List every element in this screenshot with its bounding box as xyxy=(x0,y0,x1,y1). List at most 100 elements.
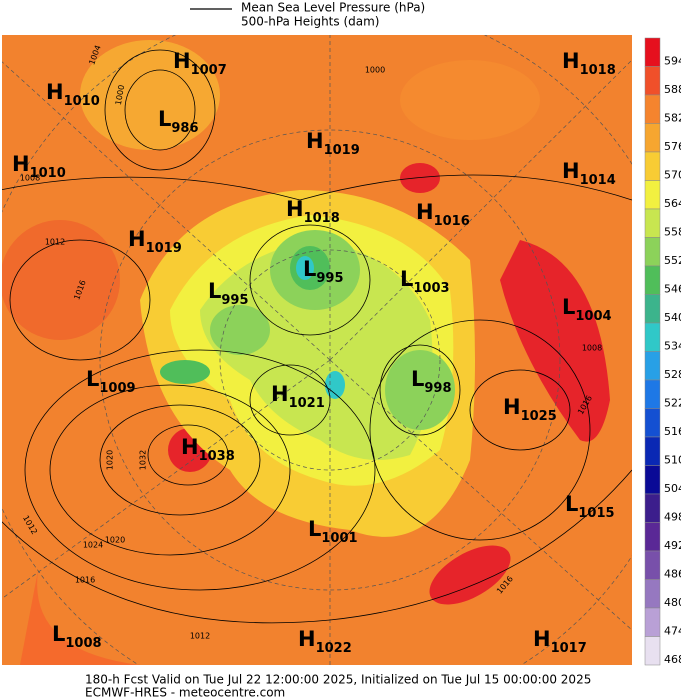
center-letter: H xyxy=(306,129,324,153)
contour-label: 1016 xyxy=(75,576,95,585)
center-letter: H xyxy=(173,49,191,73)
center-letter: H xyxy=(503,395,521,419)
pressure-center: H1025 xyxy=(503,395,557,424)
contour-label: 1032 xyxy=(139,450,148,470)
center-value: 1007 xyxy=(191,63,227,78)
center-letter: L xyxy=(208,279,221,303)
pressure-center: H1021 xyxy=(271,382,325,411)
center-value: 1015 xyxy=(578,506,614,521)
colorbar-swatch xyxy=(644,522,661,552)
pressure-center: H1018 xyxy=(562,49,616,78)
pressure-center: L1003 xyxy=(400,267,450,296)
contour-label: 1000 xyxy=(365,66,385,75)
pressure-center: L1015 xyxy=(565,492,615,521)
pressure-center: H1014 xyxy=(562,159,616,188)
contour-label: 1012 xyxy=(190,632,210,641)
center-value: 1018 xyxy=(580,63,616,78)
center-letter: H xyxy=(562,49,580,73)
legend-text: Mean Sea Level Pressure (hPa) xyxy=(241,1,425,15)
center-letter: H xyxy=(181,435,199,459)
colorbar-label: 588 xyxy=(664,83,681,96)
colorbar-swatch xyxy=(644,379,661,409)
colorbar-swatch xyxy=(644,408,661,438)
colorbar-swatch xyxy=(644,607,661,637)
pressure-center: L1009 xyxy=(86,367,136,396)
colorbar-swatch xyxy=(644,294,661,324)
pressure-center: H1007 xyxy=(173,49,227,78)
colorbar: 594 588 582 576 570 564 558 552 546 540 534 528 522 5… xyxy=(644,37,681,666)
center-value: 1018 xyxy=(304,211,340,226)
center-letter: H xyxy=(416,200,434,224)
pressure-center: L1008 xyxy=(52,622,102,651)
center-letter: L xyxy=(158,107,171,131)
contour-label: 1020 xyxy=(106,450,115,470)
colorbar-swatch xyxy=(644,66,661,96)
pressure-center: H1016 xyxy=(416,200,470,229)
center-value: 1008 xyxy=(65,636,101,651)
center-value: 1010 xyxy=(64,94,100,109)
center-value: 1014 xyxy=(580,173,616,188)
colorbar-swatch xyxy=(644,436,661,466)
center-value: 1021 xyxy=(289,396,325,411)
pressure-center: L995 xyxy=(303,257,344,286)
pressure-center: H1019 xyxy=(306,129,360,158)
center-letter: L xyxy=(400,267,413,291)
colorbar-swatch xyxy=(644,180,661,210)
colorbar-label: 486 xyxy=(664,567,681,580)
center-value: 1038 xyxy=(199,449,235,464)
contour-label: 1008 xyxy=(20,174,40,183)
pressure-center: L998 xyxy=(411,367,452,396)
pressure-center: H1018 xyxy=(286,197,340,226)
pressure-center: H1010 xyxy=(12,152,66,181)
pressure-center: L1004 xyxy=(562,295,612,324)
colorbar-label: 582 xyxy=(664,111,681,124)
colorbar-label: 528 xyxy=(664,368,681,381)
center-letter: H xyxy=(298,627,316,651)
colorbar-swatch xyxy=(644,37,661,67)
colorbar-label: 594 xyxy=(664,54,681,67)
contour-label: 1020 xyxy=(105,536,125,545)
colorbar-swatch xyxy=(644,351,661,381)
colorbar-label: 498 xyxy=(664,510,681,523)
center-value: 986 xyxy=(171,121,198,136)
colorbar-label: 534 xyxy=(664,339,681,352)
pressure-center: L1001 xyxy=(308,517,358,546)
contour-label: 1008 xyxy=(582,344,602,353)
legend-text: 500-hPa Heights (dam) xyxy=(241,15,379,29)
center-letter: L xyxy=(308,517,321,541)
colorbar-swatch xyxy=(644,322,661,352)
contour-label: 1024 xyxy=(83,541,103,550)
center-value: 1019 xyxy=(324,143,360,158)
colorbar-label: 522 xyxy=(664,396,681,409)
pressure-center: H1022 xyxy=(298,627,352,656)
center-letter: L xyxy=(562,295,575,319)
colorbar-swatch xyxy=(644,493,661,523)
colorbar-label: 510 xyxy=(664,453,681,466)
center-value: 995 xyxy=(221,293,248,308)
center-value: 998 xyxy=(424,381,451,396)
center-letter: H xyxy=(128,227,146,251)
colorbar-label: 540 xyxy=(664,311,681,324)
pressure-center: L986 xyxy=(158,107,199,136)
center-value: 1025 xyxy=(521,409,557,424)
colorbar-swatch xyxy=(644,151,661,181)
colorbar-label: 546 xyxy=(664,282,681,295)
center-value: 1010 xyxy=(30,166,66,181)
pressure-center: H1010 xyxy=(46,80,100,109)
colorbar-swatch xyxy=(644,636,661,666)
colorbar-label: 480 xyxy=(664,596,681,609)
header: Mean Sea Level Pressure (hPa) 500-hPa He… xyxy=(190,1,425,29)
center-letter: L xyxy=(565,492,578,516)
center-value: 1019 xyxy=(146,241,182,256)
colorbar-label: 492 xyxy=(664,539,681,552)
colorbar-swatch xyxy=(644,94,661,124)
center-value: 1022 xyxy=(316,641,352,656)
colorbar-label: 474 xyxy=(664,624,681,637)
footer-text: ECMWF-HRES - meteocentre.com xyxy=(85,686,285,700)
center-value: 1003 xyxy=(413,281,449,296)
contour-label: 1012 xyxy=(45,238,65,247)
center-letter: H xyxy=(12,152,30,176)
colorbar-label: 576 xyxy=(664,140,681,153)
